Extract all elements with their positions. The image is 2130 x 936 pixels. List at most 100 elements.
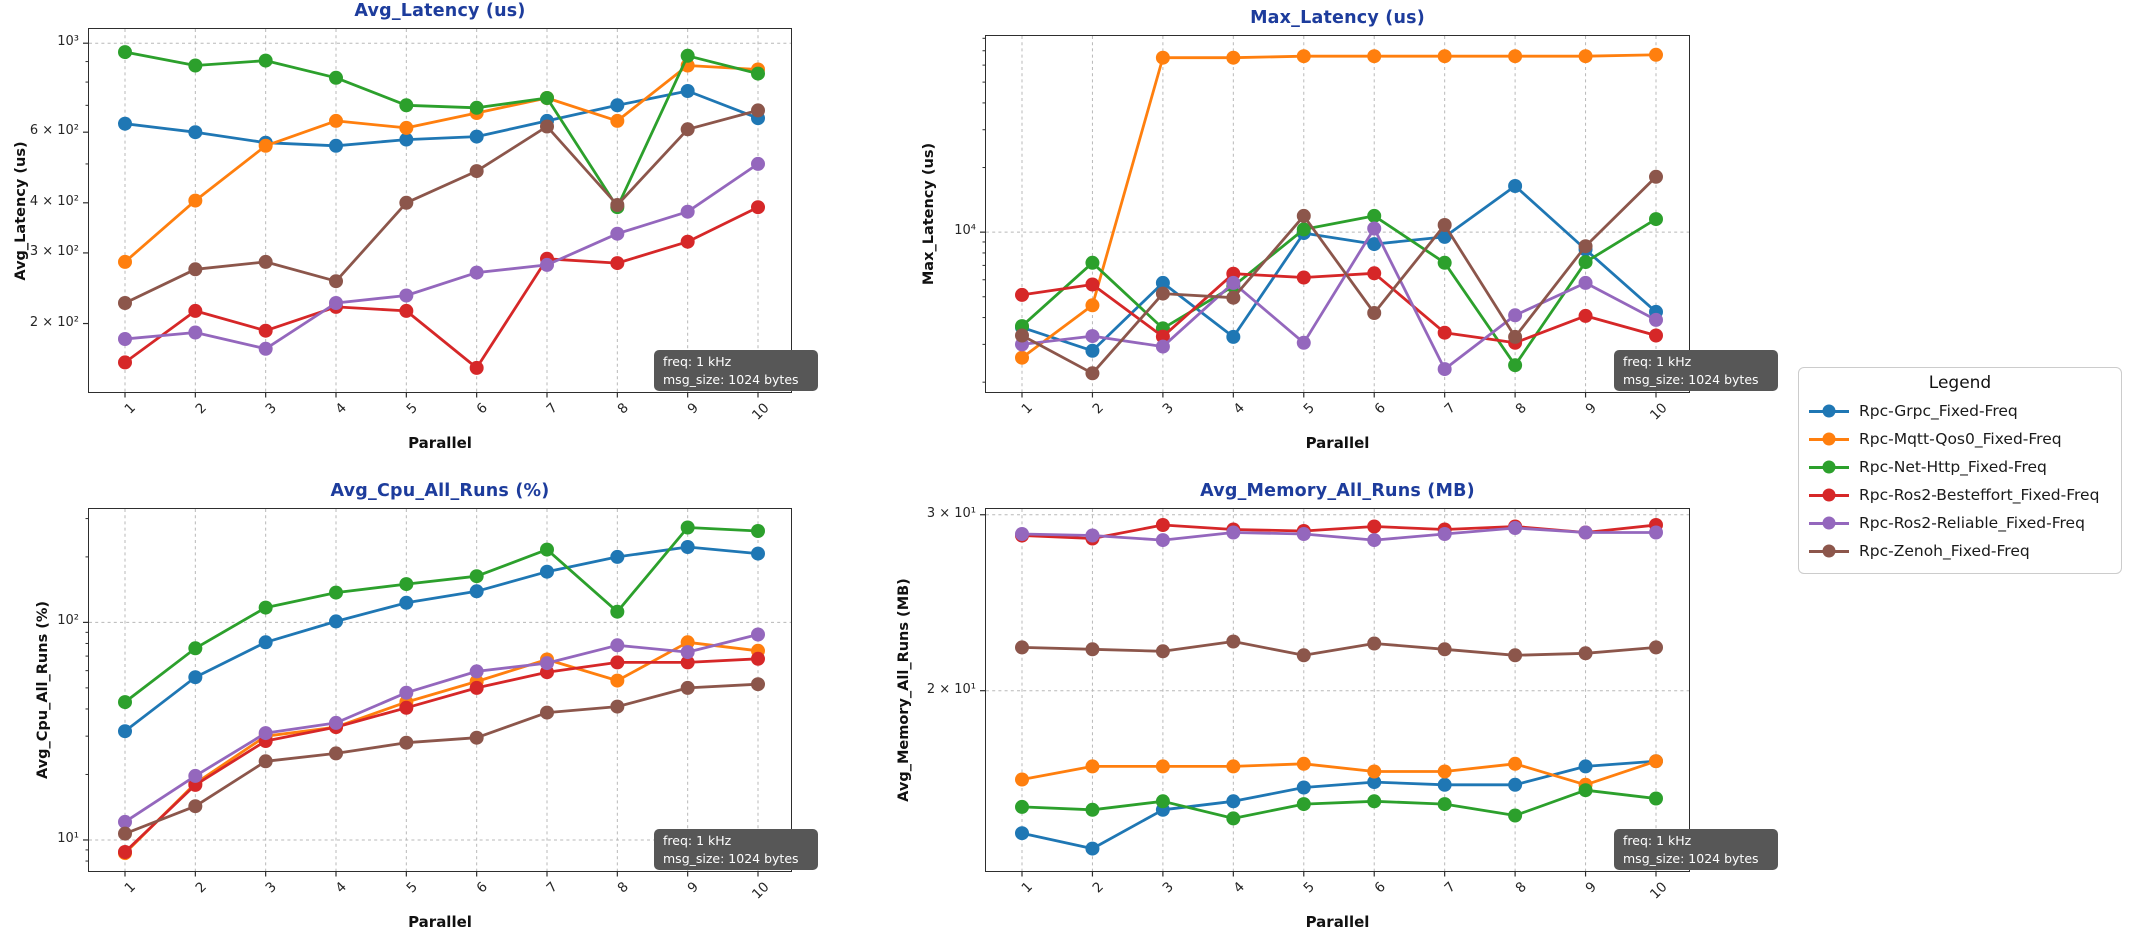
data-point xyxy=(1085,298,1100,313)
plot-svg xyxy=(83,29,791,398)
x-tick-label: 7 xyxy=(1441,879,1459,897)
data-point xyxy=(329,274,343,289)
y-axis-label: Avg_Latency (us) xyxy=(13,140,29,281)
data-point xyxy=(469,360,484,375)
data-point xyxy=(1226,329,1241,344)
legend-item-label: Rpc-Mqtt-Qos0_Fixed-Freq xyxy=(1859,430,2062,448)
plot-svg xyxy=(980,509,1689,877)
legend-swatch-dot xyxy=(1822,404,1836,418)
data-point xyxy=(1085,366,1100,381)
x-tick-label: 4 xyxy=(332,879,351,897)
data-point xyxy=(1296,208,1311,223)
chart-avg-cpu: 10² 10¹ 1 2 3 4 5 6 7 8 9 10 Avg_Cpu_All_Runs (%) Avg… xyxy=(35,481,818,931)
data-point xyxy=(1296,270,1311,285)
data-point xyxy=(1155,644,1170,659)
data-point xyxy=(1367,775,1382,790)
series-line-blue xyxy=(1020,184,1658,353)
data-point xyxy=(1015,640,1029,655)
chart-title: Avg_Memory_All_Runs (MB) xyxy=(1200,481,1475,501)
data-point xyxy=(399,288,414,303)
data-point xyxy=(1578,646,1593,661)
data-point xyxy=(1437,49,1452,64)
legend-item: Rpc-Ros2-Besteffort_Fixed-Freq xyxy=(1809,481,2111,509)
data-point xyxy=(469,265,484,280)
series-line-purple xyxy=(123,633,760,824)
data-point xyxy=(258,53,273,68)
data-point xyxy=(1367,636,1382,651)
data-point xyxy=(1649,754,1663,769)
data-point xyxy=(1437,777,1452,792)
data-point xyxy=(188,262,203,277)
annotation-line-2: msg_size: 1024 bytes xyxy=(1623,850,1759,866)
data-point xyxy=(118,355,132,370)
data-point xyxy=(540,119,554,134)
data-point xyxy=(329,138,343,153)
data-point xyxy=(751,200,765,215)
data-point xyxy=(1085,841,1100,856)
data-point xyxy=(1226,759,1241,774)
data-point xyxy=(1226,275,1241,290)
data-point xyxy=(610,256,625,271)
data-point xyxy=(1578,525,1593,540)
data-point xyxy=(188,193,203,208)
data-point xyxy=(1015,799,1029,814)
x-tick-label: 8 xyxy=(614,879,632,897)
series-line-brown xyxy=(123,109,760,305)
y-axis-label: Avg_Cpu_All_Runs (%) xyxy=(35,600,51,780)
data-point xyxy=(540,257,554,272)
data-point xyxy=(1649,47,1663,62)
x-tick-label: 3 xyxy=(262,400,280,418)
annotation-box: freq: 1 kHz msg_size: 1024 bytes xyxy=(1614,350,1778,391)
data-point xyxy=(1085,759,1100,774)
data-point xyxy=(1296,49,1311,64)
data-point xyxy=(680,48,695,63)
data-point xyxy=(1437,642,1452,657)
data-point xyxy=(1155,329,1170,344)
data-point xyxy=(1015,826,1029,841)
y-tick-label: 10² xyxy=(57,613,79,629)
data-point xyxy=(1367,794,1382,809)
data-point xyxy=(258,323,273,338)
data-point xyxy=(1437,527,1452,541)
data-point xyxy=(118,845,132,859)
data-point xyxy=(258,254,273,269)
data-point xyxy=(1578,759,1593,774)
data-point xyxy=(1296,527,1311,541)
series-line-purple xyxy=(123,162,760,351)
data-point xyxy=(399,98,414,113)
data-point xyxy=(1015,287,1029,302)
data-point xyxy=(610,549,625,564)
x-tick-label: 10 xyxy=(1646,400,1671,424)
series-line-green xyxy=(1020,788,1658,820)
data-point xyxy=(610,604,625,619)
chart-title: Max_Latency (us) xyxy=(1250,8,1425,28)
data-point xyxy=(1226,811,1241,826)
x-tick-label: 3 xyxy=(1159,879,1178,897)
data-point xyxy=(118,814,132,829)
data-point xyxy=(680,234,695,249)
x-tick-label: 1 xyxy=(1018,879,1037,897)
legend-item: Rpc-Net-Http_Fixed-Freq xyxy=(1809,453,2111,481)
series-line-blue xyxy=(123,545,760,733)
data-point xyxy=(118,254,132,269)
x-tick-label: 10 xyxy=(748,879,773,903)
data-point xyxy=(1437,764,1452,779)
data-point xyxy=(469,584,484,599)
x-tick-label: 6 xyxy=(1371,879,1389,897)
data-point xyxy=(751,524,765,538)
annotation-line-1: freq: 1 kHz xyxy=(1623,833,1692,848)
data-point xyxy=(610,673,625,688)
x-tick-label: 2 xyxy=(192,400,210,418)
data-point xyxy=(188,125,203,140)
legend-item-label: Rpc-Grpc_Fixed-Freq xyxy=(1859,402,2018,420)
data-point xyxy=(1437,325,1452,340)
x-tick-label: 3 xyxy=(1159,400,1178,418)
data-point xyxy=(1226,50,1241,65)
data-point xyxy=(1226,634,1241,649)
data-point xyxy=(118,296,132,310)
data-point xyxy=(1508,358,1523,373)
data-point xyxy=(469,569,484,584)
x-tick-label: 8 xyxy=(1512,879,1530,897)
data-point xyxy=(680,680,695,695)
